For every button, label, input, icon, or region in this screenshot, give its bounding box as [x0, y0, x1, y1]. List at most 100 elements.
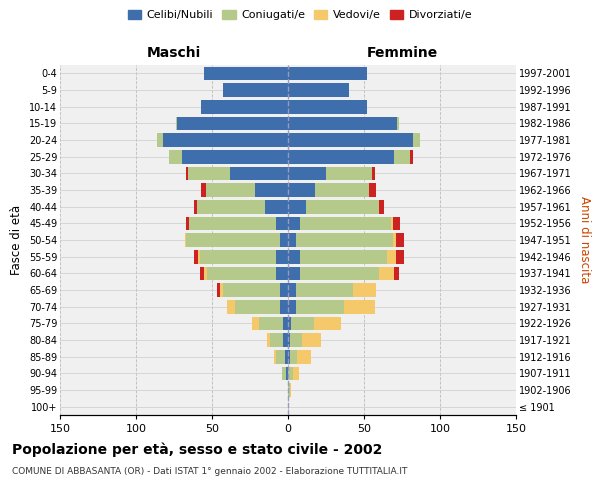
Bar	[208, 266, 276, 280]
Bar	[186, 216, 189, 230]
Bar	[290, 350, 297, 364]
Bar	[205, 266, 208, 280]
Bar	[259, 316, 283, 330]
Bar	[290, 333, 302, 347]
Bar	[227, 300, 235, 314]
Bar	[199, 250, 200, 264]
Bar	[288, 200, 306, 213]
Bar	[379, 266, 394, 280]
Bar	[397, 116, 399, 130]
Bar	[371, 166, 374, 180]
Bar	[394, 266, 399, 280]
Bar	[206, 183, 254, 197]
Bar	[282, 366, 286, 380]
Bar	[344, 300, 374, 314]
Bar	[288, 166, 326, 180]
Bar	[326, 166, 371, 180]
Bar	[280, 233, 288, 247]
Bar	[163, 133, 288, 147]
Bar	[288, 333, 290, 347]
Bar	[288, 83, 349, 97]
Bar	[276, 216, 288, 230]
Bar	[368, 183, 376, 197]
Bar	[205, 66, 288, 80]
Text: COMUNE DI ABBASANTA (OR) - Dati ISTAT 1° gennaio 2002 - Elaborazione TUTTITALIA.: COMUNE DI ABBASANTA (OR) - Dati ISTAT 1°…	[12, 468, 407, 476]
Bar	[288, 100, 367, 114]
Bar	[288, 283, 296, 297]
Text: Popolazione per età, sesso e stato civile - 2002: Popolazione per età, sesso e stato civil…	[12, 442, 382, 457]
Bar	[176, 116, 177, 130]
Bar	[296, 300, 344, 314]
Bar	[189, 216, 276, 230]
Bar	[288, 366, 293, 380]
Bar	[276, 350, 285, 364]
Bar	[185, 233, 186, 247]
Bar	[379, 200, 384, 213]
Bar	[288, 183, 316, 197]
Y-axis label: Anni di nascita: Anni di nascita	[578, 196, 591, 284]
Bar	[393, 216, 400, 230]
Bar	[276, 266, 288, 280]
Bar	[265, 200, 288, 213]
Bar	[297, 350, 311, 364]
Bar	[194, 250, 199, 264]
Bar	[157, 133, 163, 147]
Bar	[288, 150, 394, 164]
Bar	[235, 300, 280, 314]
Bar	[288, 300, 296, 314]
Bar	[283, 316, 288, 330]
Bar	[288, 116, 397, 130]
Bar	[302, 333, 322, 347]
Bar	[276, 250, 288, 264]
Bar	[288, 216, 300, 230]
Bar	[288, 350, 290, 364]
Bar	[280, 300, 288, 314]
Bar	[288, 266, 300, 280]
Bar	[270, 333, 283, 347]
Bar	[186, 233, 280, 247]
Legend: Celibi/Nubili, Coniugati/e, Vedovi/e, Divorziati/e: Celibi/Nubili, Coniugati/e, Vedovi/e, Di…	[124, 6, 476, 25]
Bar	[202, 183, 206, 197]
Bar	[306, 200, 379, 213]
Bar	[217, 283, 220, 297]
Bar	[288, 133, 413, 147]
Bar	[220, 283, 223, 297]
Bar	[223, 83, 288, 97]
Bar	[254, 183, 288, 197]
Bar	[288, 316, 291, 330]
Bar	[391, 216, 393, 230]
Bar	[182, 150, 288, 164]
Bar	[169, 150, 182, 164]
Bar	[200, 266, 205, 280]
Text: Femmine: Femmine	[367, 46, 437, 60]
Y-axis label: Fasce di età: Fasce di età	[10, 205, 23, 275]
Bar	[296, 233, 393, 247]
Bar	[314, 316, 341, 330]
Bar	[194, 200, 197, 213]
Bar	[274, 350, 276, 364]
Bar	[177, 116, 288, 130]
Bar	[288, 233, 296, 247]
Bar	[285, 350, 288, 364]
Bar	[200, 250, 276, 264]
Bar	[283, 333, 288, 347]
Text: Maschi: Maschi	[147, 46, 201, 60]
Bar	[188, 166, 230, 180]
Bar	[230, 166, 288, 180]
Bar	[413, 133, 420, 147]
Bar	[387, 250, 396, 264]
Bar	[280, 283, 288, 297]
Bar	[394, 150, 410, 164]
Bar	[316, 183, 368, 197]
Bar	[286, 366, 288, 380]
Bar	[267, 333, 270, 347]
Bar	[186, 166, 188, 180]
Bar	[223, 283, 280, 297]
Bar	[396, 250, 404, 264]
Bar	[288, 66, 367, 80]
Bar	[353, 283, 376, 297]
Bar	[251, 316, 259, 330]
Bar	[288, 383, 290, 397]
Bar	[291, 316, 314, 330]
Bar	[410, 150, 413, 164]
